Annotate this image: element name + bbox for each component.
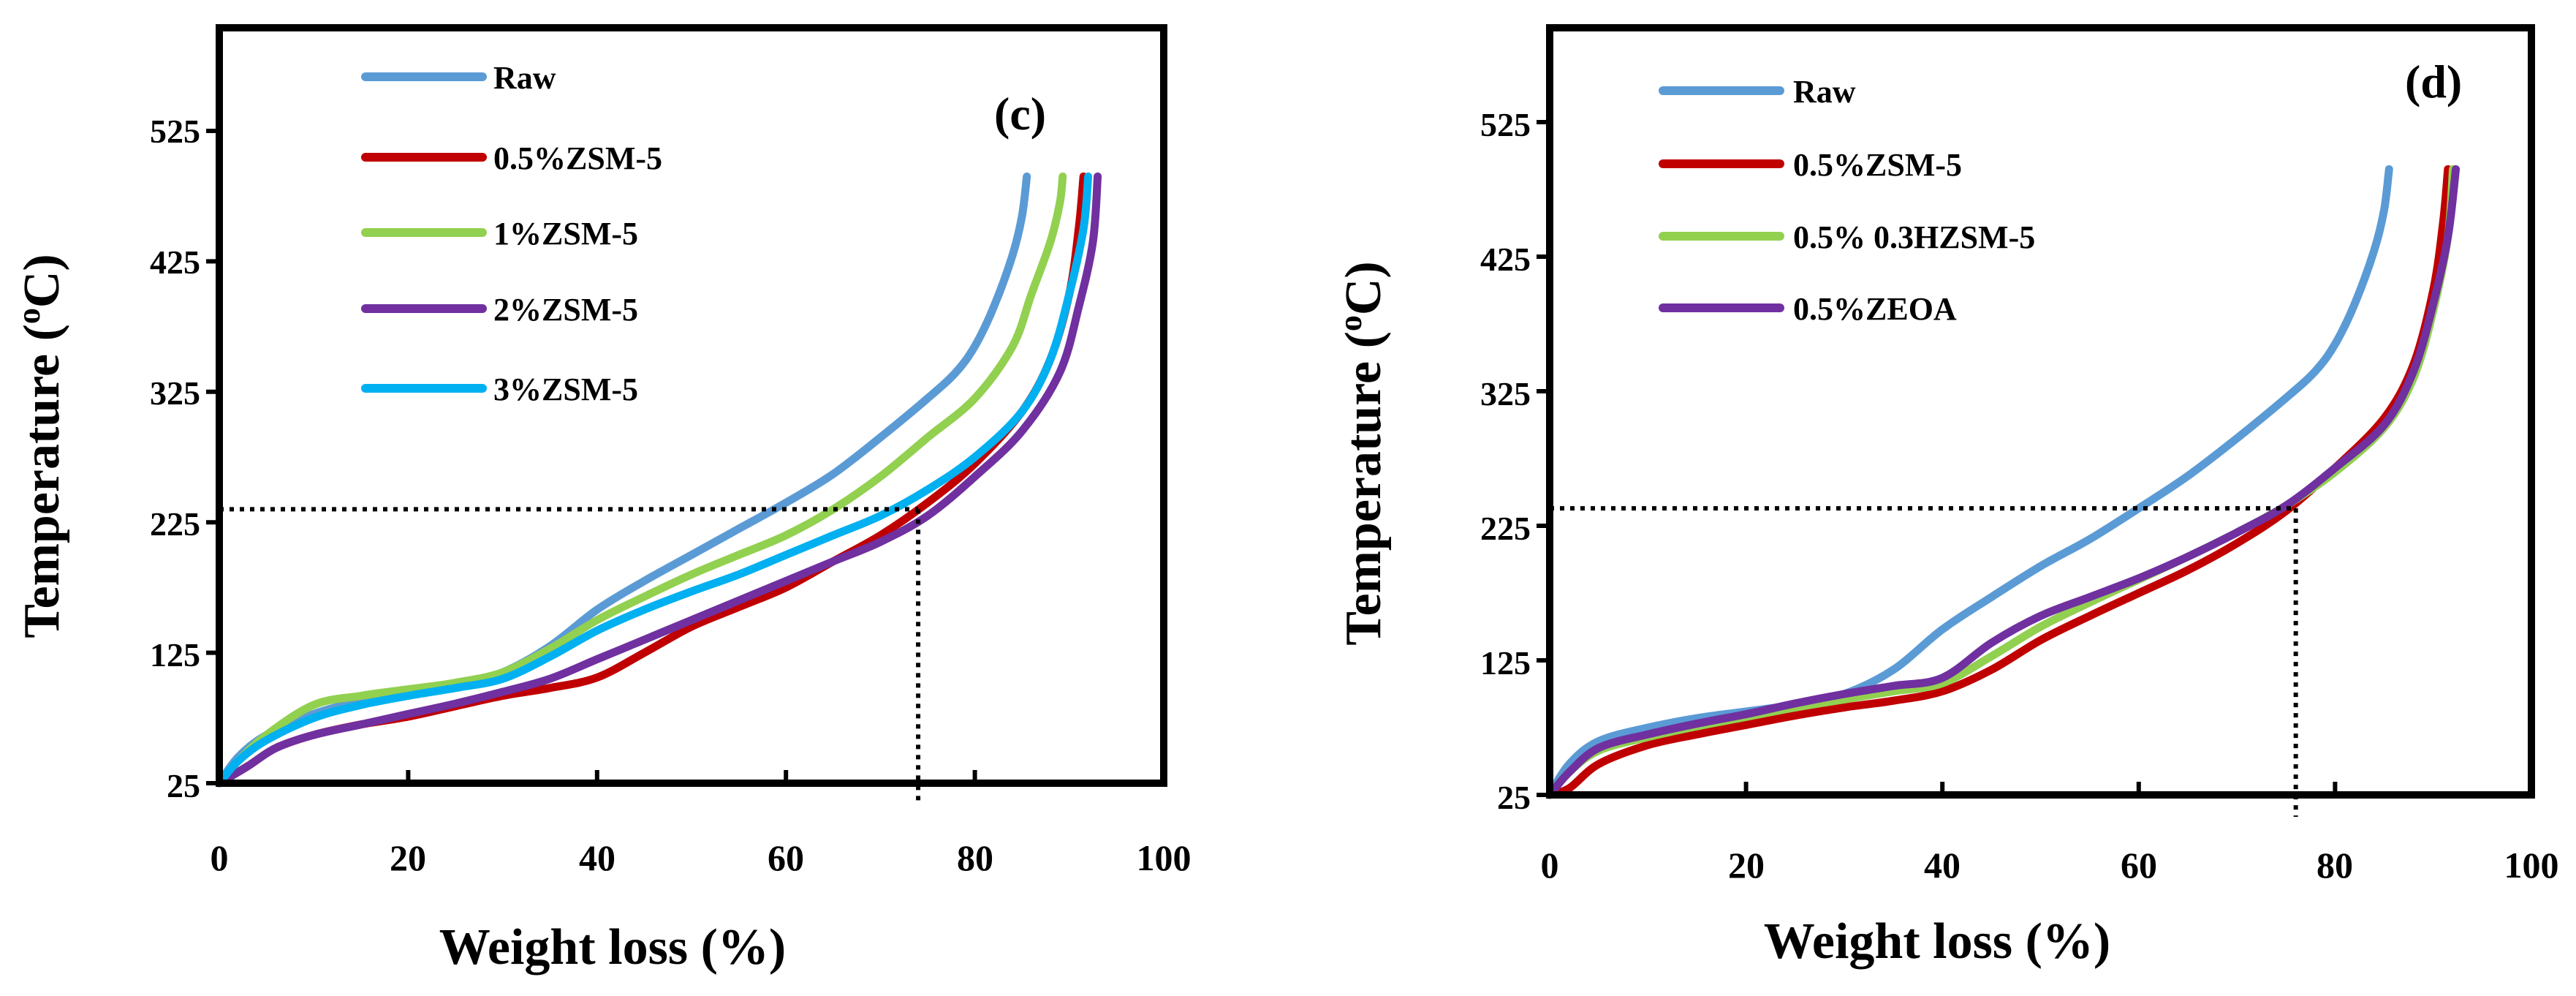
legend: Raw 0.5%ZSM-5 0.5% 0.3HZSM-5 0.5%ZEOA bbox=[1659, 74, 2035, 327]
legend-label: 0.5%ZEOA bbox=[1793, 291, 1957, 327]
y-tick-label: 425 bbox=[1480, 241, 1531, 278]
y-tick-label: 525 bbox=[1480, 106, 1531, 143]
y-tick-label: 325 bbox=[150, 374, 200, 412]
x-tick-label: 80 bbox=[957, 837, 993, 878]
plot-frame bbox=[1546, 24, 2535, 799]
x-tick-label: 0 bbox=[211, 837, 229, 878]
y-tick-labels: 25 125 225 325 425 525 bbox=[1480, 106, 1531, 816]
y-tick-label: 125 bbox=[150, 636, 200, 674]
y-tick-label: 325 bbox=[1480, 375, 1531, 412]
y-tick-label: 25 bbox=[167, 767, 200, 804]
x-tick-label: 0 bbox=[1541, 845, 1559, 886]
y-tick-label: 125 bbox=[1480, 644, 1531, 682]
series-line bbox=[215, 172, 1102, 788]
legend-label: 3%ZSM-5 bbox=[493, 371, 638, 407]
legend-label: 0.5%ZSM-5 bbox=[493, 140, 662, 176]
y-axis-title: Temperature (oC) bbox=[11, 254, 70, 638]
x-tick-label: 100 bbox=[1137, 837, 1192, 878]
x-tick-label: 40 bbox=[1924, 845, 1961, 886]
panel-label: (d) bbox=[2405, 56, 2462, 107]
x-tick-label: 60 bbox=[2121, 845, 2157, 886]
panel-label: (c) bbox=[994, 88, 1046, 140]
x-tick-label: 20 bbox=[1728, 845, 1765, 886]
series-line bbox=[1545, 165, 2393, 799]
plot-area bbox=[206, 24, 1167, 805]
y-tick-label: 525 bbox=[150, 113, 200, 150]
legend-label: Raw bbox=[1793, 74, 1856, 110]
plot-frame bbox=[216, 24, 1167, 787]
x-tick-label: 40 bbox=[579, 837, 615, 878]
x-tick-label: 100 bbox=[2504, 845, 2559, 886]
series-line bbox=[215, 172, 1088, 788]
plot-area bbox=[1537, 24, 2535, 817]
y-tick-labels: 25 125 225 325 425 525 bbox=[150, 113, 200, 804]
legend-label: 2%ZSM-5 bbox=[493, 292, 638, 328]
y-axis-title: Temperature (oC) bbox=[1333, 261, 1392, 646]
chart-panel-d: Temperature (oC) Weight loss (%) 0 20 40… bbox=[1333, 24, 2559, 970]
series-line bbox=[1545, 165, 2461, 799]
legend-label: 0.5% 0.3HZSM-5 bbox=[1793, 219, 2035, 255]
x-axis-title: Weight loss (%) bbox=[1764, 913, 2110, 970]
chart-panel-c: Temperature (oC) Weight loss (%) 0 20 40… bbox=[11, 24, 1192, 976]
y-tick-label: 25 bbox=[1497, 779, 1531, 816]
series-line bbox=[215, 172, 1031, 788]
legend-label: 1%ZSM-5 bbox=[493, 216, 638, 252]
x-tick-label: 20 bbox=[390, 837, 426, 878]
legend-label: Raw bbox=[493, 60, 556, 96]
y-tick-label: 425 bbox=[150, 244, 200, 281]
x-tick-labels: 0 20 40 60 80 100 bbox=[1541, 845, 2559, 886]
x-tick-label: 60 bbox=[768, 837, 804, 878]
x-axis-title: Weight loss (%) bbox=[439, 919, 786, 976]
y-tick-label: 225 bbox=[1480, 510, 1531, 547]
series-line bbox=[215, 172, 1067, 788]
legend-label: 0.5%ZSM-5 bbox=[1793, 147, 1962, 183]
x-tick-label: 80 bbox=[2316, 845, 2353, 886]
y-tick-label: 225 bbox=[150, 505, 200, 543]
legend: Raw 0.5%ZSM-5 1%ZSM-5 2%ZSM-5 3%ZSM-5 bbox=[361, 60, 662, 407]
x-tick-labels: 0 20 40 60 80 100 bbox=[211, 837, 1192, 878]
series-line bbox=[215, 172, 1093, 788]
